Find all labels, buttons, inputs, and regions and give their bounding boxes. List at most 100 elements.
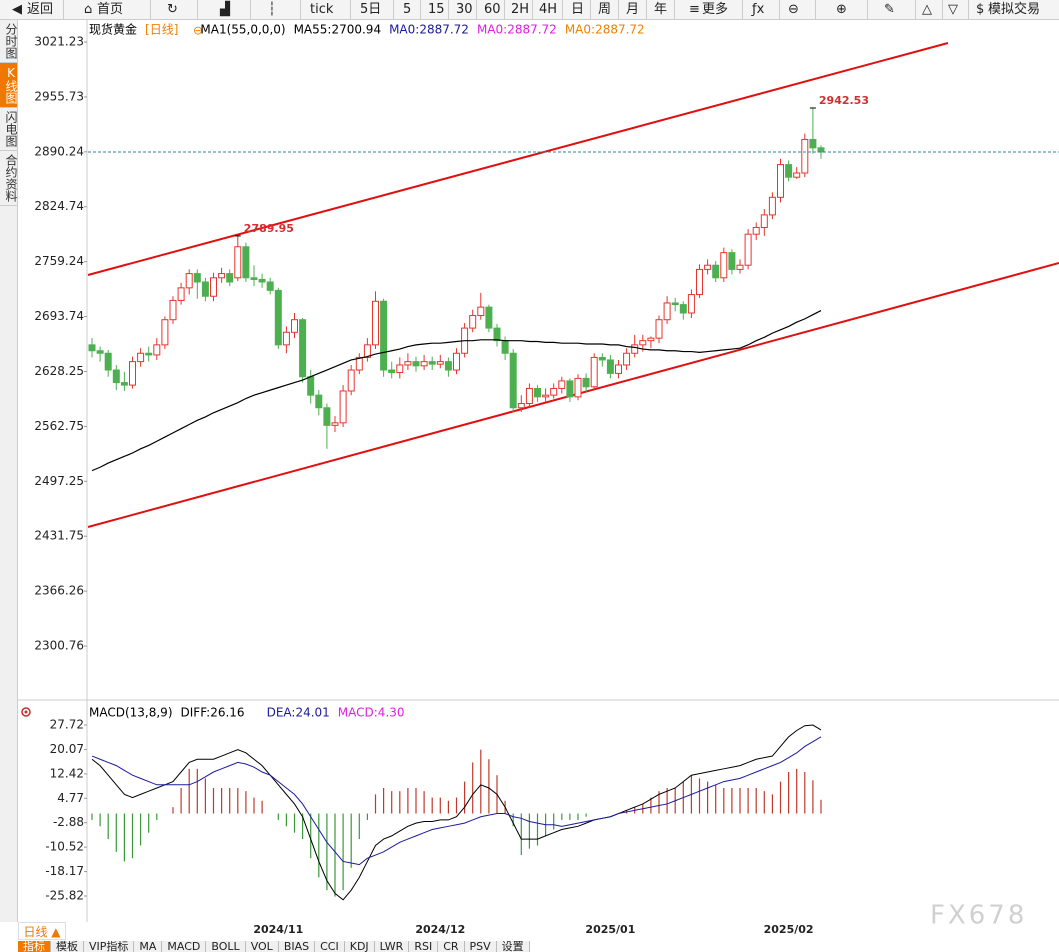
y-tick-label: 2431.75	[34, 529, 84, 543]
toolbar-button[interactable]: 更多	[702, 2, 729, 17]
toolbar-button[interactable]: 日	[571, 2, 585, 17]
toolbar-button[interactable]: 5日	[360, 2, 382, 17]
candle-body	[323, 407, 331, 426]
legend-entry: MA55:2700.94	[294, 23, 382, 37]
toolbar-button[interactable]: 周	[598, 2, 612, 17]
side-tab[interactable]: 分时图	[0, 20, 18, 63]
y-tick-label: 4.77	[57, 791, 84, 805]
separator	[300, 0, 301, 19]
candle-body	[728, 252, 736, 270]
candle-body	[598, 356, 606, 361]
candle-body	[355, 356, 363, 371]
settings-icon[interactable]	[21, 707, 31, 717]
candle-body	[501, 340, 509, 354]
toolbar-button[interactable]: 30	[456, 2, 473, 17]
toolbar-button[interactable]: 15	[428, 2, 445, 17]
candle-body	[201, 281, 209, 297]
separator	[504, 0, 505, 19]
indicator-tab[interactable]: 模板	[51, 941, 84, 952]
toolbar-button[interactable]: tick	[310, 2, 334, 17]
indicator-tab[interactable]: BOLL	[206, 941, 246, 952]
separator	[815, 0, 816, 19]
candle-body	[679, 304, 687, 314]
y-tick-label: 2693.74	[34, 309, 84, 323]
toolbar-button[interactable]: 5	[403, 2, 412, 17]
toolbar-icon[interactable]: ┆	[268, 2, 276, 17]
toolbar-icon[interactable]: ▟	[220, 2, 230, 17]
candle-body	[436, 361, 444, 365]
candle-body	[606, 359, 614, 374]
toolbar-button[interactable]: 首页	[97, 2, 124, 17]
indicator-tab[interactable]: RSI	[409, 941, 439, 952]
toolbar-icon[interactable]: ≡	[689, 2, 700, 17]
toolbar-icon[interactable]: ◀	[12, 2, 22, 17]
y-tick-label: 3021.23	[34, 35, 84, 49]
toolbar-icon[interactable]: ⊖	[788, 2, 799, 17]
y-tick-label: 2759.24	[34, 254, 84, 268]
symbol-marker: ⊖	[193, 24, 203, 38]
side-tab[interactable]: K线图	[0, 63, 18, 108]
y-tick-label: -10.52	[45, 840, 84, 854]
indicator-tab[interactable]: CR	[438, 941, 465, 952]
indicator-tab[interactable]: VIP指标	[84, 941, 135, 952]
toolbar-button[interactable]: 月	[626, 2, 640, 17]
toolbar-icon[interactable]: ↻	[167, 2, 178, 17]
separator	[968, 0, 969, 19]
candle-body	[534, 387, 541, 398]
toolbar-button[interactable]: 返回	[27, 2, 54, 17]
indicator-tab[interactable]: PSV	[464, 941, 497, 952]
y-tick-label: 12.42	[50, 766, 84, 780]
period-button[interactable]: 日线 ▲	[18, 922, 66, 940]
separator	[742, 0, 743, 19]
candle-body	[493, 327, 501, 342]
candle-body	[274, 289, 282, 346]
indicator-tab[interactable]: CCI	[315, 941, 345, 952]
toolbar-button[interactable]: 2H	[511, 2, 530, 17]
separator	[448, 0, 449, 19]
separator	[618, 0, 619, 19]
toolbar-icon[interactable]: ƒx	[752, 2, 765, 17]
candle-body	[404, 361, 412, 366]
toolbar-icon[interactable]: ⌂	[84, 2, 93, 17]
candle-body	[193, 273, 201, 283]
candle-body	[525, 387, 533, 405]
side-tab[interactable]: 闪电图	[0, 108, 18, 151]
candle-body	[647, 337, 655, 342]
toolbar-icon[interactable]: ⊕	[836, 2, 847, 17]
toolbar-button[interactable]: 60	[484, 2, 501, 17]
y-tick-label: 2628.25	[34, 364, 84, 378]
legend-entry: MA1(55,0,0,0)	[200, 23, 285, 37]
candle-body	[582, 377, 590, 388]
indicator-tab[interactable]: MA	[134, 941, 163, 952]
candle-body	[145, 352, 153, 356]
candle-body	[696, 268, 703, 296]
indicator-tab[interactable]: LWR	[374, 941, 410, 952]
indicator-line	[91, 736, 822, 866]
toolbar-icon[interactable]: ✎	[884, 2, 895, 17]
toolbar-button[interactable]: 4H	[539, 2, 558, 17]
separator	[674, 0, 675, 19]
indicator-tab[interactable]: MACD	[162, 941, 207, 952]
y-tick-label: 2300.76	[34, 639, 84, 653]
indicator-tab[interactable]: 指标	[18, 941, 51, 952]
indicator-tab[interactable]: 设置	[496, 941, 530, 952]
toolbar-button[interactable]: 模拟交易	[988, 2, 1041, 17]
indicator-tab[interactable]: BIAS	[278, 941, 316, 952]
toolbar-button[interactable]: 年	[654, 2, 668, 17]
toolbar-icon[interactable]: $	[976, 2, 985, 17]
toolbar-icon[interactable]: △	[922, 2, 932, 17]
candle-body	[469, 315, 477, 329]
indicator-tab[interactable]: VOL	[245, 941, 279, 952]
candle-body	[169, 299, 177, 321]
candle-body	[453, 352, 460, 371]
indicator-tab[interactable]: KDJ	[344, 941, 375, 952]
candle-body	[307, 376, 315, 396]
candle-body	[112, 369, 120, 384]
candle-body	[655, 319, 663, 339]
toolbar-icon[interactable]: ▽	[948, 2, 958, 17]
x-tick-label: 2025/02	[764, 923, 814, 936]
side-tab[interactable]: 合约资料	[0, 151, 18, 206]
channel-upper	[87, 42, 949, 276]
candle-body	[226, 273, 234, 283]
candle-body	[574, 377, 582, 398]
